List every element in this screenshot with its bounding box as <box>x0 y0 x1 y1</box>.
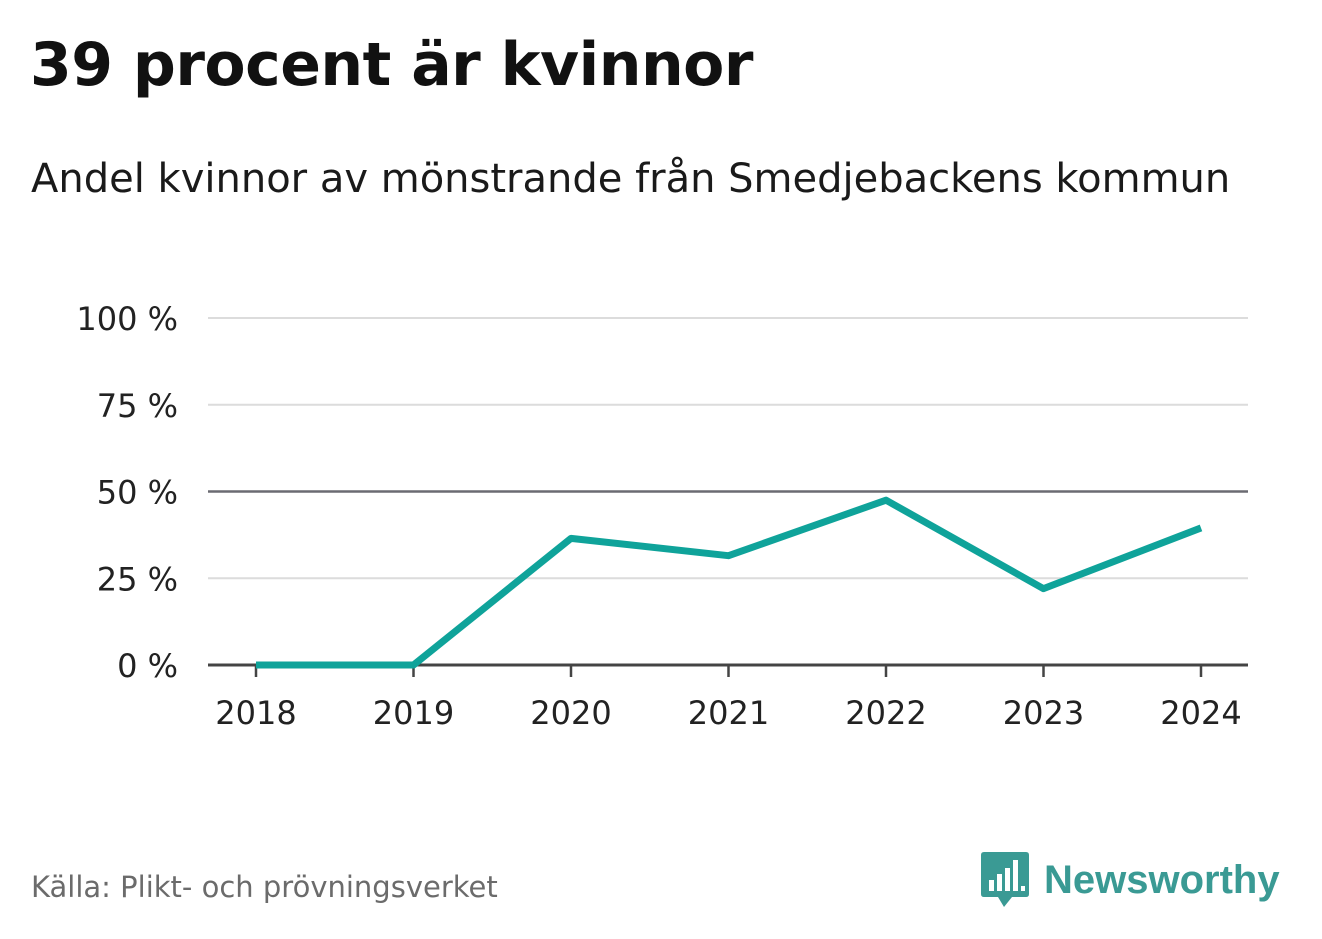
line-chart: 0 % 25 % 50 % 75 % 100 % 2018 2019 2020 2021 2022… <box>76 300 1248 732</box>
x-tick-label: 2020 <box>530 694 611 732</box>
newsworthy-logo: Newsworthy <box>980 850 1280 910</box>
x-tick-label: 2024 <box>1160 694 1241 732</box>
chart-title: 39 procent är kvinnor <box>30 30 753 100</box>
source-note: Källa: Plikt- och prövningsverket <box>31 870 498 904</box>
x-tick-label: 2021 <box>688 694 769 732</box>
x-tick-label: 2018 <box>215 694 296 732</box>
y-tick-label: 100 % <box>76 300 178 338</box>
x-tick-label: 2019 <box>373 694 454 732</box>
series-line <box>256 496 1203 669</box>
bar-chart-speech-bubble-icon <box>981 852 1029 907</box>
y-tick-label: 0 % <box>117 647 178 685</box>
logo-text: Newsworthy <box>1044 857 1280 902</box>
x-tick-label: 2023 <box>1003 694 1084 732</box>
y-tick-label: 25 % <box>97 560 178 598</box>
chart-subtitle: Andel kvinnor av mönstrande från Smedjeb… <box>31 156 1231 202</box>
y-tick-label: 75 % <box>97 387 178 425</box>
y-tick-label: 50 % <box>97 474 178 512</box>
x-tick-label: 2022 <box>845 694 926 732</box>
